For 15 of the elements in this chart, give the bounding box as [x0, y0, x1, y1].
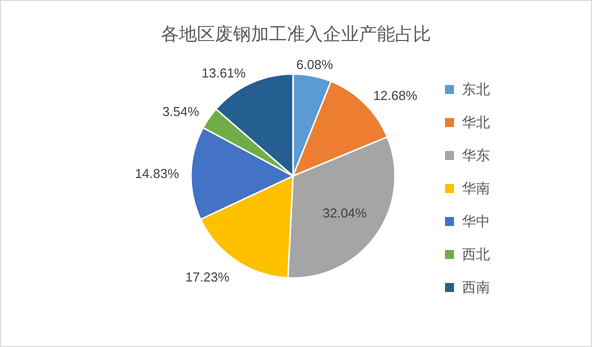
data-label: 13.61%: [202, 65, 246, 80]
data-label: 32.04%: [322, 205, 368, 220]
data-label: 6.08%: [296, 57, 334, 72]
legend-label: 华东: [462, 147, 490, 163]
data-label: 3.54%: [162, 104, 200, 120]
legend-label: 东北: [462, 81, 490, 97]
data-label: 14.83%: [134, 166, 180, 181]
legend-label: 华中: [462, 213, 490, 229]
legend-label: 西南: [462, 279, 490, 295]
legend-label: 华南: [462, 180, 490, 196]
data-label: 17.23%: [185, 270, 230, 285]
chart-title: 各地区废钢加工准入企业产能占比: [161, 24, 431, 44]
legend-label: 西北: [462, 246, 490, 262]
legend-label: 华北: [462, 114, 490, 130]
data-label: 12.68%: [373, 88, 418, 103]
